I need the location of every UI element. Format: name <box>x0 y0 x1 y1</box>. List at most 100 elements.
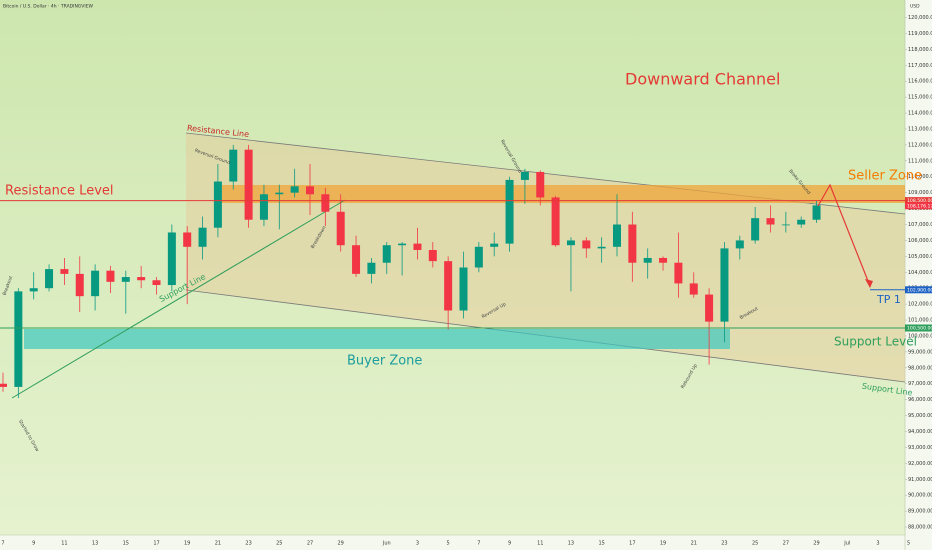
x-tick-label: 21 <box>691 541 697 547</box>
x-tick-label: 17 <box>153 541 159 547</box>
chart-title: Bitcoin / U.S. Dollar · 4h · TRADINGVIEW <box>3 4 94 10</box>
price-tag <box>905 324 932 332</box>
x-tick-label: 13 <box>568 541 574 547</box>
candle-body <box>536 171 545 198</box>
x-tick-label: 17 <box>629 541 635 547</box>
x-tick-label: 13 <box>92 541 98 547</box>
x-tick-label: 7 <box>477 541 480 547</box>
candle-body <box>705 294 714 322</box>
candle-body <box>198 227 207 247</box>
candle-body <box>321 194 330 212</box>
price-axis-background <box>905 0 932 550</box>
x-tick-label: Jul <box>843 541 850 547</box>
x-tick-label: 29 <box>338 541 344 547</box>
y-tick-label: 120,000.00 <box>908 15 932 21</box>
candle-body <box>643 257 652 263</box>
x-tick-label: 7 <box>1 541 4 547</box>
y-tick-label: 94,000.00 <box>908 429 932 435</box>
candle-body <box>613 224 621 247</box>
candle-body <box>628 224 637 263</box>
x-tick-label: 5 <box>907 541 910 547</box>
candle-body <box>689 283 698 295</box>
x-tick-label: 9 <box>32 541 35 547</box>
candle-body <box>29 288 38 292</box>
y-tick-label: 88,000.00 <box>908 525 932 531</box>
x-tick-label: 11 <box>61 541 67 547</box>
candle-body <box>490 243 499 247</box>
x-tick-label: 25 <box>276 541 282 547</box>
y-tick-label: 117,000.00 <box>908 63 932 69</box>
y-tick-label: 105,000.00 <box>908 254 932 260</box>
candle-body <box>751 218 760 241</box>
y-tick-label: 114,000.00 <box>908 111 932 117</box>
candle-body <box>674 262 683 284</box>
candle-body <box>121 277 130 282</box>
candle-body <box>766 218 775 225</box>
y-tick-label: 100,000.00 <box>908 333 932 339</box>
currency: USD <box>910 4 920 10</box>
annotation: Buyer Zone <box>347 354 422 369</box>
y-tick-label: 102,000.00 <box>908 302 932 308</box>
candle-body <box>244 149 253 220</box>
candle-body <box>152 280 161 286</box>
candle-body <box>259 194 268 220</box>
x-tick-label: 19 <box>184 541 190 547</box>
candle-body <box>582 240 591 249</box>
annotation: Resistance Level <box>5 184 114 199</box>
seller-zone <box>222 185 905 203</box>
price-tag <box>905 202 932 210</box>
x-tick-label: 15 <box>598 541 604 547</box>
y-tick-label: 93,000.00 <box>908 445 932 451</box>
candle-body <box>229 149 238 182</box>
candle-body <box>781 224 790 226</box>
y-tick-label: 109,000.00 <box>908 190 932 196</box>
candle-body <box>213 181 222 228</box>
x-tick-label: 19 <box>660 541 666 547</box>
x-tick-label: 27 <box>307 541 313 547</box>
x-tick-label: 29 <box>813 541 819 547</box>
price-tag-label: 102,900.00 <box>907 287 932 293</box>
candle-body <box>398 243 407 246</box>
candle-body <box>183 232 192 247</box>
candle-body <box>306 186 314 195</box>
candle-body <box>797 219 806 225</box>
annotation: TP 1 <box>876 293 901 306</box>
y-tick-label: 119,000.00 <box>908 31 932 37</box>
y-tick-label: 113,000.00 <box>908 126 932 132</box>
candle-body <box>367 262 376 274</box>
candle-body <box>505 179 514 244</box>
candle-body <box>566 240 575 246</box>
y-tick-label: 112,000.00 <box>908 142 932 148</box>
annotation: Support Level <box>834 335 917 349</box>
x-tick-label: 23 <box>245 541 251 547</box>
x-tick-label: Jun <box>382 541 391 547</box>
y-tick-label: 97,000.00 <box>908 381 932 387</box>
candle-body <box>597 246 606 249</box>
annotation: Downward Channel <box>625 70 780 89</box>
candle-body <box>336 211 345 246</box>
price-tag-label: 108,176.17 <box>907 203 932 209</box>
arrow-head <box>865 279 873 288</box>
plot-background <box>0 0 905 535</box>
candle-body <box>14 291 23 387</box>
y-tick-label: 96,000.00 <box>908 397 932 403</box>
y-tick-label: 106,000.00 <box>908 238 932 244</box>
candle-body <box>167 232 176 286</box>
candle-body <box>352 245 361 274</box>
candle-body <box>290 186 299 193</box>
y-tick-label: 101,000.00 <box>908 318 932 324</box>
candle-body <box>75 273 84 297</box>
candle-body <box>413 243 422 250</box>
y-tick-label: 95,000.00 <box>908 413 932 419</box>
candle-body <box>474 246 483 268</box>
candle-body <box>551 197 560 246</box>
y-tick-label: 110,000.00 <box>908 174 932 180</box>
y-tick-label: 98,000.00 <box>908 365 932 371</box>
candle-body <box>275 192 284 195</box>
x-tick-label: 27 <box>783 541 789 547</box>
price-tag <box>905 197 932 205</box>
y-tick-label: 91,000.00 <box>908 477 932 483</box>
candle-body <box>720 248 729 322</box>
y-tick-label: 107,000.00 <box>908 222 932 228</box>
